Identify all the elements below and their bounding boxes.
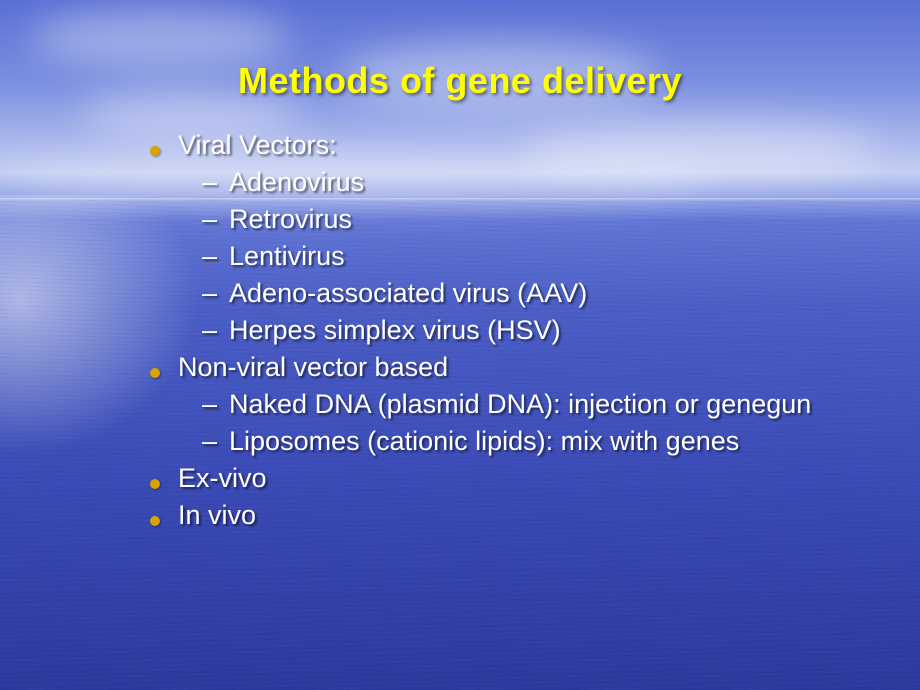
bullet-row: Viral Vectors:: [150, 130, 860, 161]
dash-icon: –: [202, 315, 217, 346]
dash-icon: –: [202, 278, 217, 309]
sub-bullet-text: Retrovirus: [229, 204, 352, 235]
bullet-dot-icon: [150, 368, 160, 378]
sub-bullet-text: Adenovirus: [229, 167, 364, 198]
bullet-dot-icon: [150, 479, 160, 489]
bullet-row: In vivo: [150, 500, 860, 531]
sub-list-item: –Liposomes (cationic lipids): mix with g…: [202, 426, 860, 457]
sub-bullet-text: Naked DNA (plasmid DNA): injection or ge…: [229, 389, 811, 420]
sub-list-item: –Adenovirus: [202, 167, 860, 198]
list-item: In vivo: [150, 500, 860, 531]
dash-icon: –: [202, 167, 217, 198]
slide-content: Methods of gene delivery Viral Vectors: –…: [0, 0, 920, 690]
bullet-text: Ex-vivo: [178, 463, 267, 494]
bullet-text: Non-viral vector based: [178, 352, 448, 383]
sub-list-item: –Lentivirus: [202, 241, 860, 272]
bullet-list: Viral Vectors:–Adenovirus–Retrovirus–Len…: [60, 130, 860, 531]
bullet-dot-icon: [150, 146, 160, 156]
sub-bullet-text: Liposomes (cationic lipids): mix with ge…: [229, 426, 739, 457]
bullet-text: Viral Vectors:: [178, 130, 337, 161]
list-item: Non-viral vector based –Naked DNA (plasmi…: [150, 352, 860, 457]
sub-list-item: –Herpes simplex virus (HSV): [202, 315, 860, 346]
list-item: Ex-vivo: [150, 463, 860, 494]
bullet-text: In vivo: [178, 500, 256, 531]
bullet-dot-icon: [150, 516, 160, 526]
sub-list-item: –Retrovirus: [202, 204, 860, 235]
slide-title: Methods of gene delivery: [60, 60, 860, 102]
sub-list-item: –Adeno-associated virus (AAV): [202, 278, 860, 309]
sub-bullet-text: Herpes simplex virus (HSV): [229, 315, 561, 346]
bullet-row: Non-viral vector based: [150, 352, 860, 383]
sub-bullet-text: Lentivirus: [229, 241, 345, 272]
sub-list: –Naked DNA (plasmid DNA): injection or g…: [150, 389, 860, 457]
list-item: Viral Vectors:–Adenovirus–Retrovirus–Len…: [150, 130, 860, 346]
dash-icon: –: [202, 204, 217, 235]
sub-list: –Adenovirus–Retrovirus–Lentivirus–Adeno-…: [150, 167, 860, 346]
sub-list-item: –Naked DNA (plasmid DNA): injection or g…: [202, 389, 860, 420]
bullet-row: Ex-vivo: [150, 463, 860, 494]
dash-icon: –: [202, 241, 217, 272]
sub-bullet-text: Adeno-associated virus (AAV): [229, 278, 587, 309]
dash-icon: –: [202, 389, 217, 420]
dash-icon: –: [202, 426, 217, 457]
